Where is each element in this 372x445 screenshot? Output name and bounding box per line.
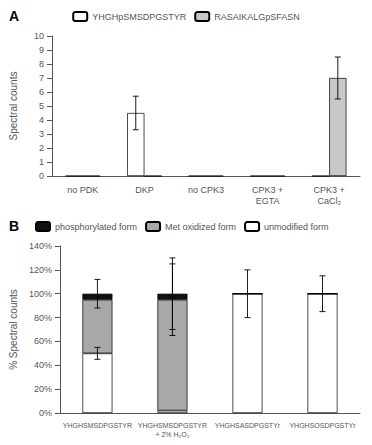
svg-text:3: 3 [39, 129, 44, 139]
svg-text:10: 10 [34, 31, 44, 41]
svg-text:CPK3 +: CPK3 + [314, 185, 345, 195]
svg-text:unmodified form: unmodified form [264, 222, 329, 232]
svg-text:CPK3 +: CPK3 + [252, 185, 283, 195]
svg-text:A: A [9, 8, 19, 24]
svg-text:4: 4 [39, 115, 44, 125]
svg-text:phosphorylated form: phosphorylated form [55, 222, 137, 232]
svg-text:140%: 140% [29, 241, 52, 251]
svg-text:YHGHSMSDPGSTYR: YHGHSMSDPGSTYR [63, 422, 132, 429]
svg-text:5: 5 [39, 101, 44, 111]
svg-text:80%: 80% [34, 313, 52, 323]
svg-text:20%: 20% [34, 384, 52, 394]
svg-text:+ 2% H₂O₂: + 2% H₂O₂ [155, 431, 189, 438]
svg-text:YHGHpSMSDPGSTYR: YHGHpSMSDPGSTYR [92, 12, 187, 22]
svg-text:YHGHSASDPGSTYr: YHGHSASDPGSTYr [215, 422, 281, 429]
svg-text:0%: 0% [39, 408, 52, 418]
svg-text:RASAIKALGpSFASN: RASAIKALGpSFASN [214, 12, 300, 22]
svg-text:no PDK: no PDK [67, 185, 98, 195]
svg-text:DKP: DKP [135, 185, 154, 195]
svg-text:2: 2 [39, 143, 44, 153]
svg-text:7: 7 [39, 73, 44, 83]
svg-text:YHGHSOSDPGSTYr: YHGHSOSDPGSTYr [289, 422, 356, 429]
svg-text:no CPK3: no CPK3 [188, 185, 224, 195]
svg-text:9: 9 [39, 45, 44, 55]
svg-text:CaCl₂: CaCl₂ [317, 196, 341, 206]
svg-text:8: 8 [39, 59, 44, 69]
svg-text:40%: 40% [34, 360, 52, 370]
svg-text:1: 1 [39, 157, 44, 167]
svg-text:120%: 120% [29, 265, 52, 275]
svg-text:% Spectral counts: % Spectral counts [8, 289, 19, 370]
svg-text:100%: 100% [29, 289, 52, 299]
svg-text:B: B [9, 218, 19, 234]
svg-text:60%: 60% [34, 336, 52, 346]
svg-text:EGTA: EGTA [256, 196, 280, 206]
svg-text:YHGHSMSDPGSTYR: YHGHSMSDPGSTYR [138, 422, 207, 429]
svg-text:Spectral counts: Spectral counts [8, 72, 19, 141]
svg-text:0: 0 [39, 171, 44, 181]
svg-text:Met oxidized form: Met oxidized form [165, 222, 236, 232]
svg-text:6: 6 [39, 87, 44, 97]
